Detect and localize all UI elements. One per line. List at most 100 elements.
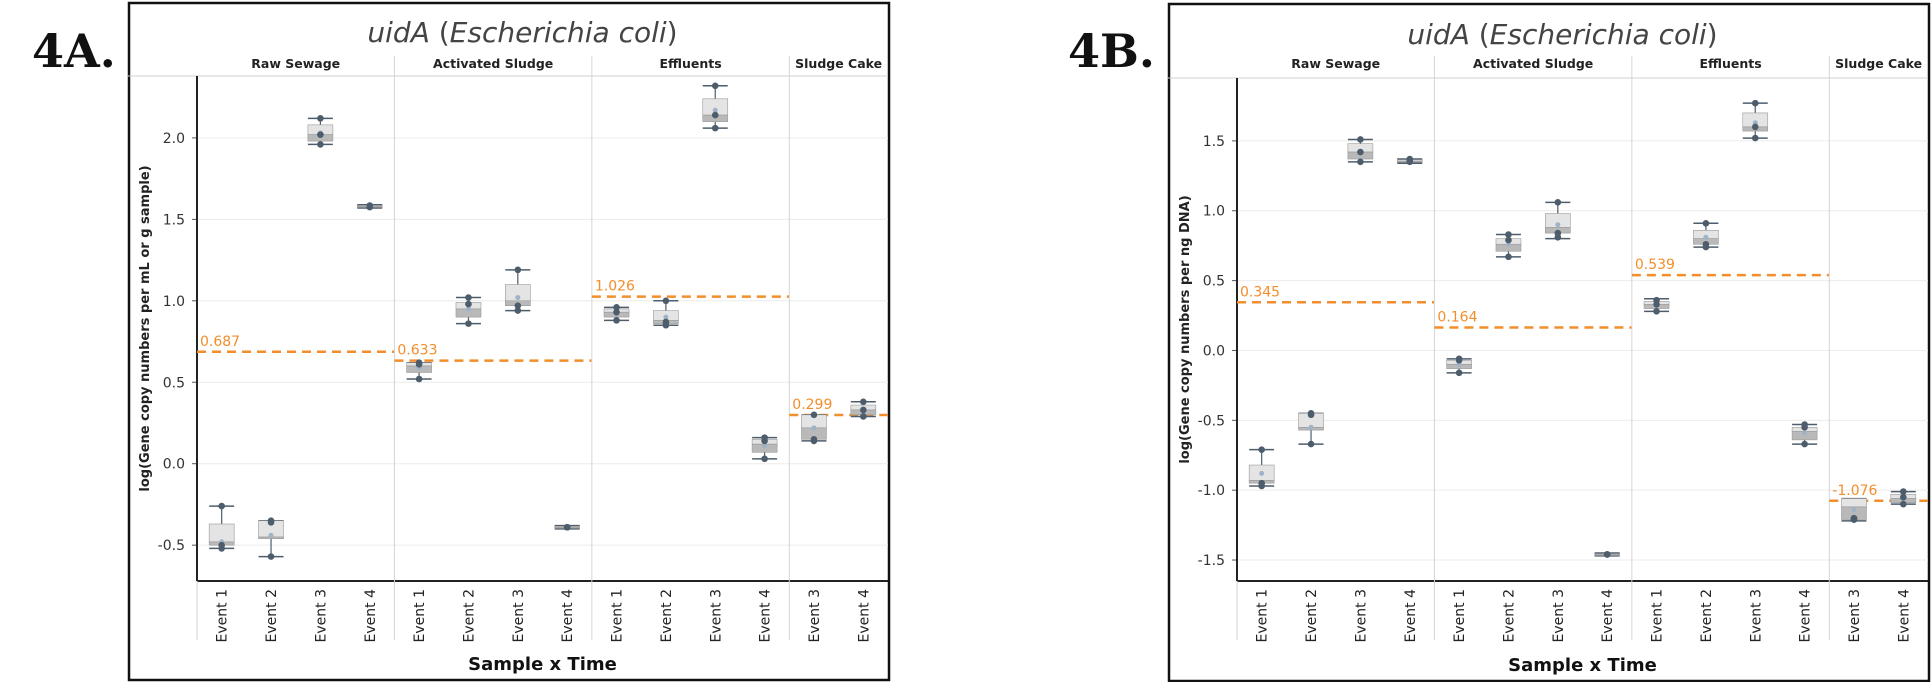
title-gene: uidA xyxy=(1407,18,1469,51)
box-effluents-event-4 xyxy=(751,434,778,463)
event-tick-label: Event 3 xyxy=(1847,589,1863,642)
data-point xyxy=(1505,253,1512,261)
event-tick-label: Event 4 xyxy=(758,589,774,643)
box-effluents-event-3 xyxy=(702,82,729,132)
mean-label: 0.299 xyxy=(792,397,832,413)
data-point xyxy=(1357,158,1364,166)
chart-title: uidA (Escherichia coli) xyxy=(367,16,677,49)
title-gene: uidA xyxy=(367,16,429,49)
box-sludge-cake-event-3 xyxy=(801,411,827,445)
data-point xyxy=(366,202,374,209)
data-point xyxy=(613,308,620,316)
data-point xyxy=(1801,421,1808,428)
data-point xyxy=(465,300,472,308)
data-point xyxy=(317,131,324,138)
data-point xyxy=(218,541,225,549)
data-point xyxy=(1751,123,1759,131)
mean-marker xyxy=(1802,430,1808,436)
box-raw-sewage-event-2 xyxy=(1298,410,1324,448)
mean-label: -1.076 xyxy=(1832,483,1877,499)
title-close-paren: ) xyxy=(1707,18,1718,51)
event-tick-label: Event 2 xyxy=(264,589,280,642)
event-tick-label: Event 4 xyxy=(363,589,379,643)
title-organism: Escherichia coli xyxy=(1490,18,1707,51)
data-point xyxy=(810,435,818,443)
chart-panel-b: uidA (Escherichia coli) -1.5 -1.0 -0.5 0.0 0.… xyxy=(1167,2,1931,682)
title-open-paren: ( xyxy=(430,16,450,49)
box-effluents-event-1 xyxy=(603,304,630,324)
event-tick-label: Event 4 xyxy=(560,589,576,643)
y-tick-label: 1.5 xyxy=(1203,134,1225,150)
data-point xyxy=(613,317,620,324)
data-point xyxy=(1406,155,1414,163)
box-sludge-cake-event-4 xyxy=(1890,488,1917,508)
event-tick-label: Event 3 xyxy=(1551,589,1567,642)
data-point xyxy=(267,553,275,560)
event-tick-label: Event 3 xyxy=(807,589,823,642)
data-point xyxy=(1455,369,1463,377)
chart-panel-a: uidA (Escherichia coli) -0.5 0.0 0.5 1.0 1.5 2… xyxy=(127,1,891,682)
data-point xyxy=(1900,500,1907,508)
data-point xyxy=(1258,446,1265,453)
data-point xyxy=(267,519,275,526)
data-point xyxy=(1455,355,1463,363)
y-tick-label: 1.0 xyxy=(163,294,185,310)
event-tick-label: Event 1 xyxy=(412,589,428,642)
data-point xyxy=(1505,231,1512,238)
box-activated-sludge-event-3 xyxy=(1545,199,1571,241)
y-tick-label: -0.5 xyxy=(1198,413,1225,429)
box-activated-sludge-event-4 xyxy=(1594,551,1620,558)
panel-frame xyxy=(1167,2,1931,682)
event-tick-label: Event 3 xyxy=(1748,589,1764,642)
data-point xyxy=(1307,411,1315,419)
y-tick-label: 1.5 xyxy=(163,212,185,228)
box-effluents-event-3 xyxy=(1742,99,1769,142)
box-activated-sludge-event-1 xyxy=(406,359,432,383)
group-header: Effluents xyxy=(1699,56,1761,71)
panel-label-b: 4B. xyxy=(1068,24,1155,78)
box-activated-sludge-event-1 xyxy=(1446,355,1472,377)
group-header: Effluents xyxy=(659,56,721,71)
mean-marker xyxy=(762,443,768,449)
data-point xyxy=(1357,148,1364,156)
box-raw-sewage-event-4 xyxy=(356,202,383,211)
mean-label: 0.633 xyxy=(397,343,437,359)
mean-marker xyxy=(268,532,274,538)
box-activated-sludge-event-3 xyxy=(505,266,531,314)
group-header: Sludge Cake xyxy=(1835,56,1922,71)
data-point xyxy=(1702,240,1710,248)
data-point xyxy=(860,413,867,420)
mean-marker xyxy=(712,107,718,113)
group-header: Raw Sewage xyxy=(1291,56,1380,71)
y-tick-label: 0.5 xyxy=(1203,274,1225,290)
data-point xyxy=(1653,308,1660,315)
x-axis-label: Sample x Time xyxy=(468,654,617,675)
data-point xyxy=(810,411,818,419)
y-tick-label: -1.5 xyxy=(1198,553,1225,569)
box-raw-sewage-event-1 xyxy=(1248,446,1275,490)
box-sludge-cake-event-3 xyxy=(1841,497,1867,523)
group-header: Activated Sludge xyxy=(1473,56,1593,71)
y-tick-label: 2.0 xyxy=(163,131,185,147)
data-point xyxy=(1554,229,1562,237)
data-point xyxy=(761,434,768,441)
group-header: Sludge Cake xyxy=(795,56,882,71)
mean-label: 0.164 xyxy=(1437,310,1477,326)
data-point xyxy=(1653,296,1660,304)
event-tick-label: Event 3 xyxy=(313,589,329,642)
y-axis-label: log(Gene copy numbers per mL or g sample… xyxy=(138,165,153,491)
event-tick-label: Event 1 xyxy=(1255,589,1271,642)
event-tick-label: Event 4 xyxy=(856,589,872,643)
mean-label: 0.345 xyxy=(1240,284,1280,300)
y-tick-label: 0.5 xyxy=(163,375,185,391)
y-tick-label: 0.0 xyxy=(163,457,185,473)
event-tick-label: Event 3 xyxy=(1353,589,1369,642)
data-point xyxy=(860,406,867,414)
data-point xyxy=(1603,551,1611,558)
group-header: Activated Sludge xyxy=(433,56,553,71)
data-point xyxy=(1801,440,1808,448)
event-tick-label: Event 2 xyxy=(1304,589,1320,642)
data-point xyxy=(1702,220,1710,227)
data-point xyxy=(415,375,423,383)
